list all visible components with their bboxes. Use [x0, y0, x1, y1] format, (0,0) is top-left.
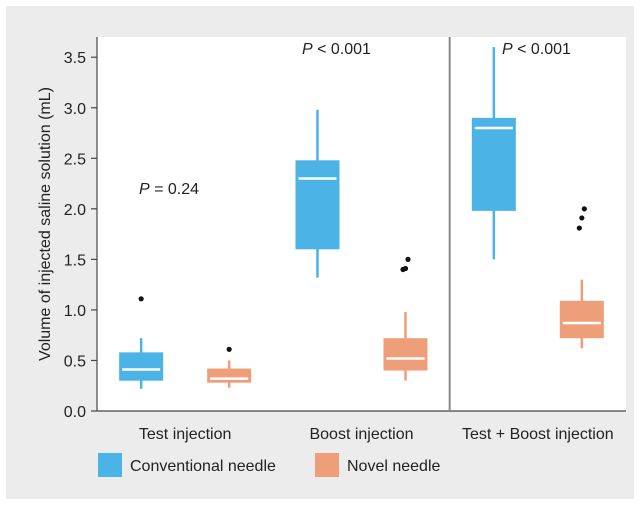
p-symbol: P	[302, 41, 313, 58]
box-conventional-1	[295, 109, 340, 278]
x-tick-label: Boost injection	[309, 426, 413, 443]
legend-label: Novel needle	[347, 458, 441, 475]
p-value-label: P < 0.001	[502, 41, 571, 58]
y-tick-label: 3.5	[64, 50, 86, 67]
outlier-point	[581, 206, 587, 212]
outlier-point	[579, 215, 585, 221]
box-iqr	[383, 338, 428, 371]
box-iqr	[207, 368, 252, 383]
x-axis: Test injection Boost injection Test + Boos…	[97, 37, 626, 443]
legend: Conventional needle Novel needle	[98, 453, 441, 477]
outlier-point	[138, 296, 144, 302]
y-tick-label: 0.0	[64, 404, 86, 421]
p-value-annotations: P = 0.24P < 0.001 P < 0.001	[139, 41, 571, 198]
box-novel-1	[383, 256, 428, 381]
legend-item: Novel needle	[315, 453, 441, 477]
plot-area	[97, 37, 626, 411]
legend-item: Conventional needle	[98, 453, 276, 477]
box-iqr	[559, 300, 604, 339]
p-symbol: P	[502, 41, 513, 58]
box-conventional-0	[119, 296, 164, 389]
box-novel-2	[559, 206, 604, 349]
y-tick-label: 3.0	[64, 101, 86, 118]
p-value-label: P < 0.001	[302, 41, 371, 58]
y-tick-label: 1.5	[64, 252, 86, 269]
p-value: < 0.001	[513, 41, 571, 58]
x-tick-label: Test + Boost injection	[462, 426, 614, 443]
box-conventional-2	[471, 47, 516, 260]
y-tick-label: 2.0	[64, 202, 86, 219]
box-iqr	[119, 352, 164, 381]
p-symbol: P	[139, 181, 150, 198]
outlier-point	[226, 346, 232, 352]
y-tick-label: 1.0	[64, 303, 86, 320]
p-value: < 0.001	[313, 41, 371, 58]
box-series	[119, 47, 604, 389]
outlier-point	[576, 225, 582, 231]
y-axis-label: Volume of injected saline solution (mL)	[37, 87, 54, 361]
y-axis: 0.0 0.5 1.0 1.5 2.0 2.5 3.0 3.5	[64, 37, 98, 421]
legend-swatch	[315, 453, 339, 477]
box-iqr	[471, 117, 516, 211]
outlier-point	[402, 265, 409, 272]
p-value: = 0.24	[150, 181, 199, 198]
box-novel-0	[207, 346, 252, 388]
x-tick-label: Test injection	[139, 426, 232, 443]
box-iqr	[295, 160, 340, 250]
legend-swatch	[98, 453, 122, 477]
p-value-label: P = 0.24	[139, 181, 199, 198]
y-tick-label: 2.5	[64, 151, 86, 168]
outlier-point	[405, 256, 411, 262]
legend-label: Conventional needle	[130, 458, 276, 475]
y-tick-label: 0.5	[64, 353, 86, 370]
